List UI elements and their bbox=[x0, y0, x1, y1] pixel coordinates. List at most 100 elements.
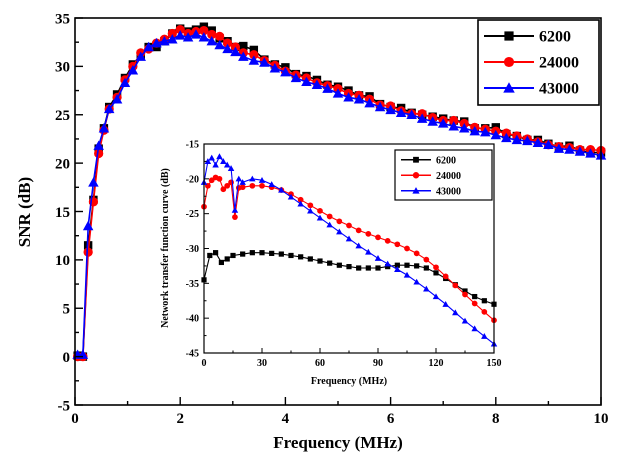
main-series-24000-point bbox=[449, 115, 459, 126]
main-series-43000-point bbox=[119, 77, 131, 88]
main-y-tick-label: -5 bbox=[58, 398, 71, 414]
inset-series-43000-point bbox=[432, 293, 440, 300]
main-series-6200-point bbox=[249, 45, 259, 55]
inset-series-24000-point bbox=[232, 214, 238, 221]
inset-y-tick-label: -40 bbox=[186, 314, 199, 325]
main-series-43000-point bbox=[343, 92, 354, 102]
inset-series-43000-point bbox=[374, 255, 382, 261]
main-series-43000-point bbox=[532, 137, 544, 148]
main-x-tick-label: 0 bbox=[71, 411, 79, 427]
inset-series-6200-point bbox=[230, 252, 236, 259]
inset-series-24000-point bbox=[365, 231, 372, 237]
inset-series-24000-point bbox=[239, 184, 246, 191]
inset-series-43000-point bbox=[239, 179, 246, 185]
inset-series-6200-point bbox=[385, 264, 391, 270]
main-series-24000-point bbox=[199, 25, 209, 36]
inset-series-6200-point bbox=[278, 251, 284, 257]
main-series-43000-point bbox=[364, 97, 375, 108]
main-series-43000-point bbox=[238, 51, 249, 61]
inset-series-43000-point bbox=[336, 228, 343, 235]
main-series-43000-point bbox=[248, 55, 260, 65]
inset-series-43000-point bbox=[471, 325, 478, 332]
main-series-43000-point bbox=[151, 37, 162, 48]
inset-series-6200-point bbox=[327, 260, 333, 266]
main-series-43000-point bbox=[522, 135, 533, 146]
inset-series-43000-point bbox=[249, 175, 256, 182]
main-series-24000-point bbox=[83, 247, 93, 257]
inset-x-tick-label: 150 bbox=[487, 358, 502, 369]
main-series-43000-point bbox=[206, 35, 218, 46]
inset-series-24000-point bbox=[404, 245, 410, 252]
main-series-43000-point bbox=[322, 83, 333, 93]
inset-series-6200-point bbox=[375, 265, 381, 271]
main-series-43000-point bbox=[159, 35, 170, 46]
inset-series-24000-point bbox=[326, 213, 333, 220]
main-legend: 6200 24000 43000 bbox=[477, 19, 600, 106]
inset-series-43000-point bbox=[307, 207, 314, 214]
main-series-43000-point bbox=[385, 104, 396, 115]
main-series-24000-point bbox=[94, 148, 104, 159]
inset-series-6200-point bbox=[269, 250, 275, 256]
main-x-tick-label: 2 bbox=[176, 411, 184, 427]
main-y-tick-label: 10 bbox=[55, 253, 70, 269]
axis-labels: Frequency (MHz) SNR (dB) Frequency (MHz)… bbox=[15, 168, 403, 452]
inset-series-24000-point bbox=[433, 264, 439, 271]
main-y-tick-label: 20 bbox=[55, 156, 70, 172]
inset-y-axis-label: Network transfer function curve (dB) bbox=[160, 168, 171, 328]
legends: 6200 24000 43000 6200 24000 43000 bbox=[394, 19, 600, 201]
main-series-43000-point bbox=[182, 32, 194, 42]
inset-y-tick-label: -15 bbox=[186, 140, 199, 151]
main-series-43000-point bbox=[82, 220, 94, 231]
inset-x-axis-label: Frequency (MHz) bbox=[311, 376, 387, 387]
inset-legend-label: 43000 bbox=[436, 186, 461, 197]
inset-series-6200-point bbox=[317, 258, 323, 264]
inset-series-6200-point bbox=[404, 262, 410, 268]
inset-series-6200-point bbox=[346, 264, 352, 270]
inset-series-24000-point bbox=[336, 218, 343, 225]
main-series-24000-point bbox=[222, 38, 233, 48]
main-series-43000-point bbox=[458, 123, 470, 133]
main-series-43000-point bbox=[88, 177, 99, 187]
main-legend-marker bbox=[503, 82, 515, 93]
inset-series-43000-point bbox=[208, 154, 215, 161]
inset-series-6200-point bbox=[472, 293, 478, 300]
inset-series-24000-point bbox=[216, 175, 223, 182]
main-series-24000-point bbox=[207, 29, 217, 40]
main-series-24000-point bbox=[175, 24, 185, 35]
main-series-43000-point bbox=[111, 94, 123, 104]
inset-x-tick-label: 30 bbox=[257, 358, 267, 369]
inset-series-43000-point bbox=[216, 153, 223, 160]
main-series-43000-point bbox=[230, 46, 241, 57]
inset-series-43000-point bbox=[394, 266, 401, 272]
main-series-43000-point bbox=[374, 101, 386, 112]
main-series-43000-point bbox=[490, 129, 502, 140]
main-legend-label: 43000 bbox=[539, 81, 579, 98]
main-x-axis-label: Frequency (MHz) bbox=[273, 433, 403, 452]
main-series-43000-point bbox=[448, 121, 459, 131]
inset-x-tick-label: 0 bbox=[202, 358, 207, 369]
inset-series-43000-point bbox=[423, 285, 430, 292]
main-series-43000-point bbox=[127, 64, 139, 75]
inset-series-6200-point bbox=[414, 263, 420, 269]
inset-series-24000-point bbox=[307, 202, 314, 209]
inset-legend-label: 6200 bbox=[436, 155, 456, 166]
main-series-43000-point bbox=[93, 140, 104, 150]
main-legend-label: 24000 bbox=[539, 55, 579, 72]
inset-y-tick-label: -45 bbox=[186, 349, 199, 360]
inset-series-43000-point bbox=[268, 181, 275, 188]
main-series-43000-point bbox=[280, 66, 291, 77]
main-legend-marker bbox=[504, 31, 514, 41]
main-series-43000-point bbox=[469, 125, 481, 136]
main-series-43000-point bbox=[416, 113, 428, 123]
main-legend-label: 6200 bbox=[539, 29, 571, 46]
main-x-tick-label: 10 bbox=[594, 411, 609, 427]
main-series-43000-point bbox=[543, 139, 554, 149]
inset-series-43000-point bbox=[297, 200, 304, 207]
inset-series-24000-point bbox=[317, 208, 323, 214]
main-series-43000-point bbox=[174, 30, 186, 40]
inset-series-6200-point bbox=[462, 288, 468, 294]
main-series-43000-point bbox=[353, 94, 365, 104]
inset-series-6200-point bbox=[218, 259, 224, 266]
